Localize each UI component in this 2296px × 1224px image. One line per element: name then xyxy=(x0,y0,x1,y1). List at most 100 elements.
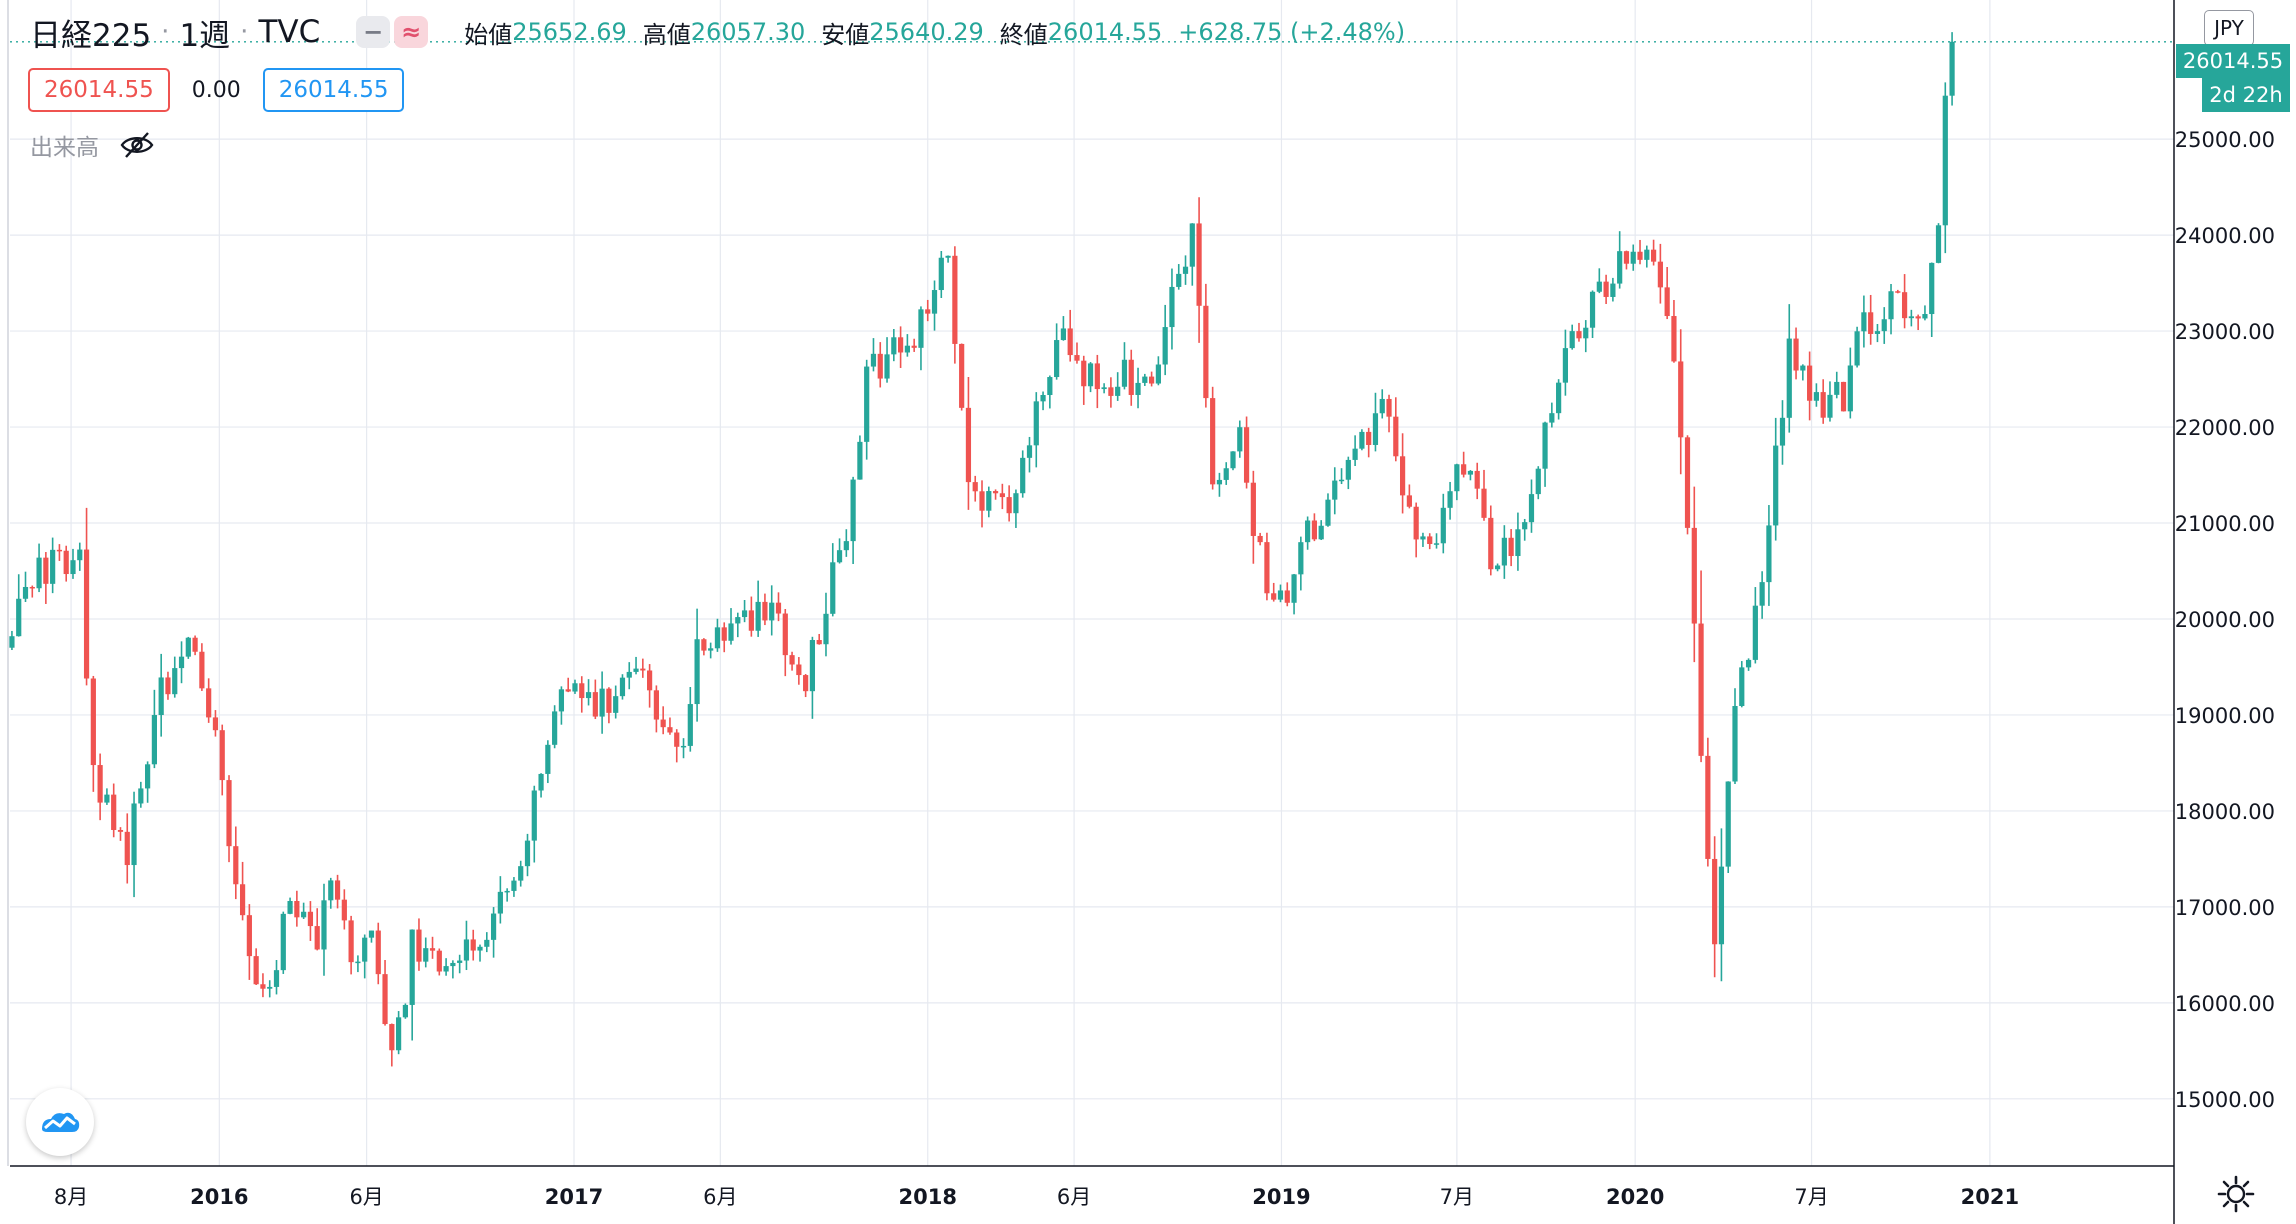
candle-body xyxy=(959,343,965,408)
candle-body xyxy=(1515,529,1521,557)
candle-body xyxy=(328,880,334,901)
candle-body xyxy=(409,929,415,1005)
currency-button[interactable]: JPY xyxy=(2204,10,2254,46)
candle-body xyxy=(708,648,714,651)
candle-body xyxy=(1868,312,1874,334)
candle-body xyxy=(111,794,117,830)
candle-body xyxy=(490,913,497,940)
candle-body xyxy=(1813,392,1820,401)
candle-body xyxy=(1359,431,1365,449)
candle-body xyxy=(402,1004,408,1018)
candle-body xyxy=(647,670,653,691)
low-label: 安値 xyxy=(821,20,870,49)
candle-body xyxy=(178,656,185,669)
candle-body xyxy=(1047,377,1053,396)
candle-body xyxy=(1413,506,1419,540)
candle-body xyxy=(90,678,96,766)
candle-body xyxy=(694,639,700,705)
candle-body xyxy=(1081,360,1087,387)
candle-body xyxy=(1922,314,1928,319)
interval-label[interactable]: 1週 xyxy=(179,17,231,54)
candle-body xyxy=(816,640,822,645)
candle-body xyxy=(938,257,944,291)
candle-body xyxy=(29,586,35,589)
candle-body xyxy=(613,696,619,713)
candle-body xyxy=(1454,464,1460,492)
candle-body xyxy=(1230,451,1236,469)
candle-body xyxy=(1182,266,1189,274)
candle-body xyxy=(158,677,164,716)
candle-body xyxy=(1881,319,1887,332)
candle-body xyxy=(1644,249,1650,260)
axes: 15000.00 16000.00 17000.00 18000.00 19000.00… xyxy=(7,0,2275,1224)
candle-body xyxy=(138,788,144,804)
candle-body xyxy=(755,601,761,631)
minus-icon[interactable]: − xyxy=(356,16,391,48)
candle-body xyxy=(721,627,727,641)
close-label: 終値 xyxy=(999,20,1048,49)
candle-body xyxy=(1216,479,1223,485)
candle-body xyxy=(552,711,558,745)
candle-body xyxy=(463,939,470,961)
open-value: 25652.69 xyxy=(512,18,627,46)
price-tick-label: 15000.00 xyxy=(2175,1088,2275,1112)
candle-body xyxy=(992,491,999,494)
candle-body xyxy=(524,840,531,867)
gear-icon[interactable] xyxy=(2216,1174,2256,1214)
candle-body xyxy=(1752,605,1758,660)
tradingview-logo[interactable] xyxy=(26,1088,94,1156)
candle-body xyxy=(477,946,483,951)
time-tick-label: 2017 xyxy=(545,1185,603,1209)
candle-body xyxy=(796,664,802,676)
candle-body xyxy=(1433,543,1440,545)
candle-body xyxy=(1610,283,1616,297)
candle-body xyxy=(1345,459,1351,480)
candle-body xyxy=(1854,331,1860,366)
candle-body xyxy=(1087,363,1094,387)
candle-body xyxy=(904,345,910,353)
candle-body xyxy=(423,948,429,962)
candle-body xyxy=(429,948,436,951)
candle-body xyxy=(1494,565,1501,570)
candle-body xyxy=(165,677,171,695)
candle-body xyxy=(1277,590,1284,600)
candle-body xyxy=(1827,394,1833,418)
candle-body xyxy=(104,794,110,803)
candle-body xyxy=(1040,395,1046,402)
candle-body xyxy=(1399,456,1406,496)
time-tick-label: 7月 xyxy=(1440,1185,1474,1209)
eye-off-icon[interactable] xyxy=(119,130,155,160)
candle-body xyxy=(1861,312,1867,332)
candle-body xyxy=(1291,574,1297,603)
candle-body xyxy=(1522,522,1528,530)
candle-body xyxy=(1250,482,1256,536)
candle-body xyxy=(850,479,856,542)
candle-body xyxy=(1739,667,1745,707)
time-tick-label: 6月 xyxy=(1057,1185,1091,1209)
candle-body xyxy=(1148,376,1155,384)
symbol-name[interactable]: 日経225 xyxy=(30,17,152,54)
approx-icon[interactable]: ≈ xyxy=(394,16,429,48)
candle-body xyxy=(1725,781,1731,867)
candle-body xyxy=(1189,223,1195,267)
candle-body xyxy=(145,764,151,789)
change-value: +628.75 (+2.48%) xyxy=(1178,18,1406,46)
candle-body xyxy=(531,790,537,841)
candle-body xyxy=(1915,316,1921,319)
candle-body xyxy=(1840,381,1847,412)
candle-body xyxy=(762,601,768,621)
sell-price-box[interactable]: 26014.55 xyxy=(28,68,170,112)
candle-body xyxy=(1318,525,1324,540)
price-tick-label: 21000.00 xyxy=(2175,512,2275,536)
candle-body xyxy=(1745,659,1752,668)
candle-body xyxy=(1223,468,1229,480)
open-label: 始値 xyxy=(464,20,513,49)
candle-body xyxy=(131,803,137,866)
candle-body xyxy=(1576,331,1582,339)
candle-body xyxy=(864,366,870,442)
candle-body xyxy=(640,668,646,671)
candle-body xyxy=(22,586,29,599)
candle-body xyxy=(884,354,890,379)
buy-price-box[interactable]: 26014.55 xyxy=(262,68,405,112)
